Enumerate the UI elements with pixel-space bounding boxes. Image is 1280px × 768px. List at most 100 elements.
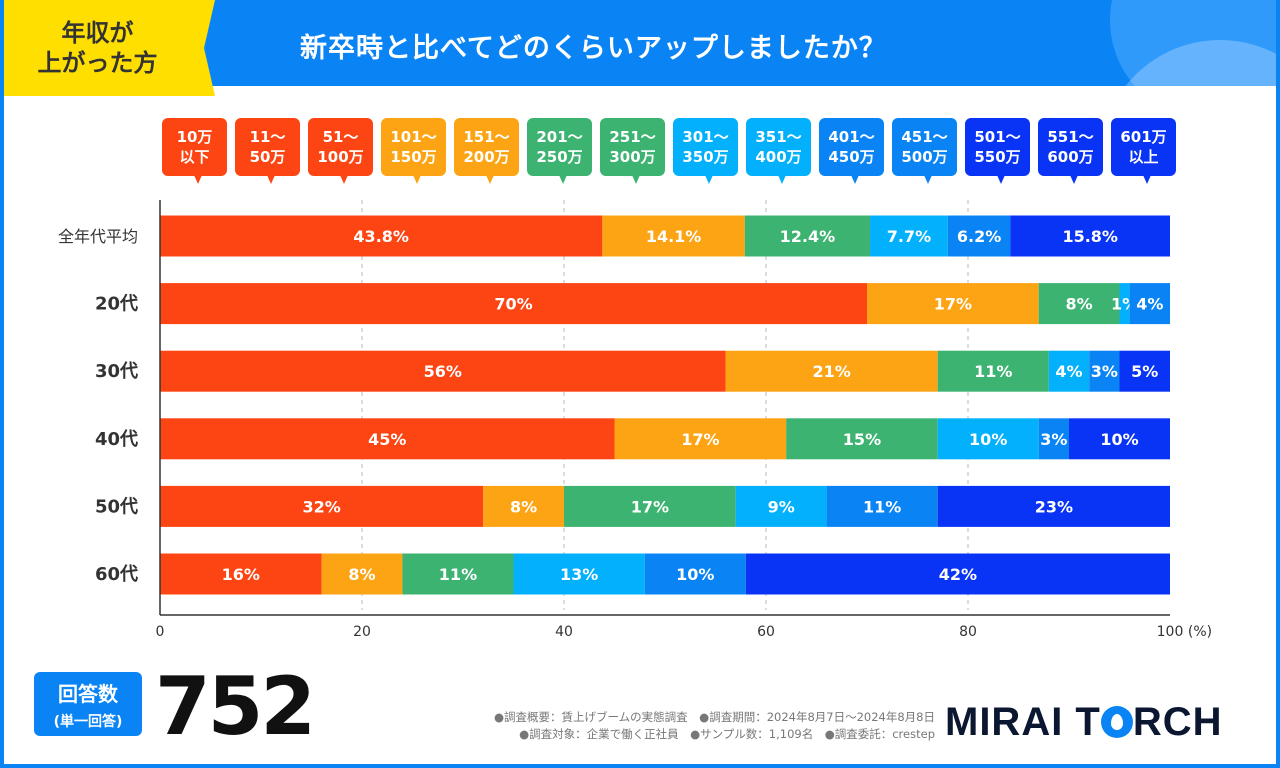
note-line: ●調査概要：賃上げブームの実態調査 ●調査期間：2024年8月7日～2024年8… xyxy=(493,710,935,724)
bar-segment xyxy=(160,283,867,325)
legend-item: 451～ 500万 xyxy=(892,118,957,184)
data-label: 45% xyxy=(368,430,406,449)
category-label: 全年代平均 xyxy=(58,227,138,246)
bar-segment xyxy=(602,215,745,257)
bar-segment xyxy=(321,553,403,595)
x-tick-label: 40 xyxy=(555,624,573,640)
category-label: 30代 xyxy=(95,361,138,382)
data-label: 15% xyxy=(843,430,881,449)
bar-segment xyxy=(160,485,484,527)
data-label: 4% xyxy=(1136,295,1163,314)
bar-segment xyxy=(937,485,1170,527)
x-unit-label: (%) xyxy=(1188,624,1212,640)
response-count-badge: 回答数 (単一回答) xyxy=(34,672,142,736)
bar-segment xyxy=(1048,350,1090,392)
bar-segment xyxy=(1010,215,1170,257)
bar-segment xyxy=(744,215,871,257)
survey-notes: ●調査概要：賃上げブームの実態調査 ●調査期間：2024年8月7日～2024年8… xyxy=(445,709,935,743)
bar-segment xyxy=(735,485,827,527)
data-label: 7.7% xyxy=(887,227,931,246)
bar-segment xyxy=(725,350,938,392)
legend-item: 301～ 350万 xyxy=(673,118,738,184)
data-label: 70% xyxy=(494,295,532,314)
data-label: 11% xyxy=(439,565,477,584)
bar-segment xyxy=(160,553,322,595)
legend-item: 51～ 100万 xyxy=(308,118,373,184)
brand-logo: MIRAI T RCH xyxy=(945,700,1223,744)
data-label: 8% xyxy=(1066,295,1093,314)
data-label: 11% xyxy=(974,362,1012,381)
badge-sublabel: (単一回答) xyxy=(53,714,123,730)
data-label: 17% xyxy=(631,497,669,516)
data-label: 10% xyxy=(1100,430,1138,449)
data-label: 15.8% xyxy=(1062,227,1118,246)
legend-item: 551～ 600万 xyxy=(1038,118,1103,184)
bar-segment xyxy=(1129,283,1170,325)
data-label: 8% xyxy=(348,565,375,584)
data-label: 32% xyxy=(302,497,340,516)
bar-segment xyxy=(513,553,645,595)
data-label: 3% xyxy=(1091,362,1118,381)
bar-segment xyxy=(870,215,948,257)
legend-item: 601万 以上 xyxy=(1111,118,1176,184)
bar-segment xyxy=(160,418,615,460)
legend-item: 501～ 550万 xyxy=(965,118,1030,184)
legend-item: 11～ 50万 xyxy=(235,118,300,184)
legend-item: 401～ 450万 xyxy=(819,118,884,184)
bar-segment xyxy=(564,485,736,527)
legend: 10万 以下 11～ 50万 51～ 100万 101～ 150万 151～ 200万 2… xyxy=(162,118,1176,184)
bar-segment xyxy=(614,418,787,460)
data-label: 12.4% xyxy=(780,227,836,246)
note-line: ●調査対象：企業で働く正社員 ●サンプル数：1,109名 ●調査委託：crest… xyxy=(519,727,935,741)
data-label: 3% xyxy=(1040,430,1067,449)
data-label: 23% xyxy=(1035,497,1073,516)
data-label: 17% xyxy=(681,430,719,449)
category-label: 50代 xyxy=(95,496,138,517)
bar-segment xyxy=(937,350,1049,392)
bar-segment xyxy=(1038,283,1120,325)
bar-segment xyxy=(160,350,726,392)
legend-item: 101～ 150万 xyxy=(381,118,446,184)
x-tick-label: 0 xyxy=(156,624,165,640)
bar-segment xyxy=(483,485,564,527)
header-banner: 新卒時と比べてどのくらいアップしましたか？ xyxy=(0,0,1280,86)
data-label: 13% xyxy=(560,565,598,584)
bar-segment xyxy=(644,553,746,595)
data-label: 43.8% xyxy=(353,227,409,246)
data-label: 21% xyxy=(813,362,851,381)
bar-segment xyxy=(1119,350,1170,392)
category-tag: 年収が 上がった方 xyxy=(0,0,215,96)
data-label: 10% xyxy=(969,430,1007,449)
category-label: 40代 xyxy=(95,429,138,450)
legend-item: 251～ 300万 xyxy=(600,118,665,184)
legend-item: 151～ 200万 xyxy=(454,118,519,184)
legend-item: 201～ 250万 xyxy=(527,118,592,184)
bar-segment xyxy=(1038,418,1069,460)
x-tick-label: 100 xyxy=(1157,624,1184,640)
data-label: 8% xyxy=(510,497,537,516)
category-tag-text: 年収が 上がった方 xyxy=(37,19,158,77)
bar-segment xyxy=(160,215,603,257)
bar-segment xyxy=(786,418,938,460)
data-label: 56% xyxy=(424,362,462,381)
badge-label: 回答数 xyxy=(58,682,118,706)
x-tick-label: 20 xyxy=(353,624,371,640)
bar-segment xyxy=(1069,418,1170,460)
legend-item: 351～ 400万 xyxy=(746,118,811,184)
data-label: 4% xyxy=(1055,362,1082,381)
category-label: 60代 xyxy=(95,564,138,585)
bar-segment xyxy=(1089,350,1120,392)
data-label: 42% xyxy=(939,565,977,584)
page-title: 新卒時と比べてどのくらいアップしましたか？ xyxy=(300,33,887,64)
torch-icon xyxy=(1100,706,1133,738)
bar-segment xyxy=(867,283,1039,325)
bar-segment xyxy=(402,553,514,595)
decor-circle xyxy=(1110,0,1280,86)
data-label: 6.2% xyxy=(957,227,1001,246)
bar-segment xyxy=(937,418,1039,460)
bar-segment xyxy=(1119,283,1130,325)
response-count: 752 xyxy=(155,660,316,753)
bar-segment xyxy=(947,215,1011,257)
data-label: 9% xyxy=(768,497,795,516)
